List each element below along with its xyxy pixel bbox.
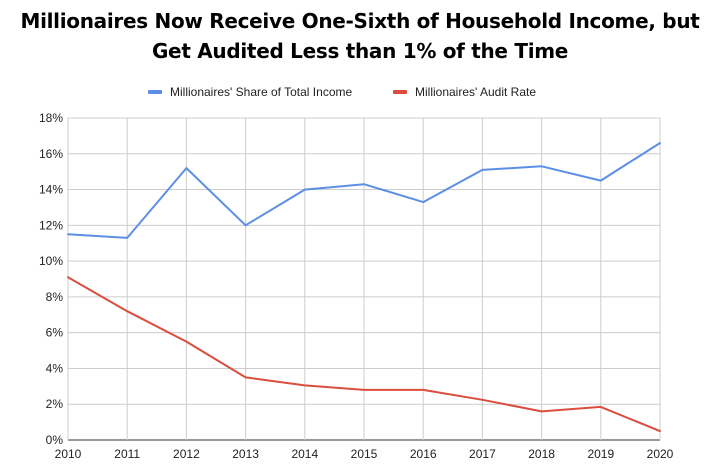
x-tick-label: 2012 (173, 447, 200, 461)
y-tick-label: 0% (46, 433, 64, 447)
x-tick-label: 2016 (410, 447, 437, 461)
y-tick-label: 8% (46, 290, 64, 304)
x-tick-label: 2010 (55, 447, 82, 461)
chart-title: Millionaires Now Receive One-Sixth of Ho… (0, 6, 720, 66)
series-line-1 (67, 142, 661, 239)
y-tick-label: 14% (39, 183, 63, 197)
x-axis-ticks: 2010 2011 2012 2013 2014 2015 2016 2017 2018 2019… (55, 447, 674, 461)
y-tick-label: 12% (39, 218, 63, 232)
x-tick-label: 2013 (232, 447, 259, 461)
y-axis-ticks: 0% 2% 4% 6% 8% 10% 12% 14% 16% 18% (39, 111, 63, 447)
x-tick-label: 2020 (647, 447, 674, 461)
legend-swatch-2 (393, 90, 407, 94)
legend-swatch-1 (148, 90, 162, 94)
y-tick-label: 2% (46, 397, 64, 411)
legend-label-2: Millionaires' Audit Rate (415, 85, 536, 99)
y-tick-label: 16% (39, 147, 63, 161)
x-tick-label: 2018 (528, 447, 555, 461)
y-tick-label: 10% (39, 254, 63, 268)
series-line-2 (67, 276, 661, 433)
x-tick-label: 2015 (351, 447, 378, 461)
chart-title-line-2: Get Audited Less than 1% of the Time (151, 39, 569, 63)
x-tick-label: 2019 (587, 447, 614, 461)
legend: Millionaires' Share of Total Income Milli… (148, 85, 536, 99)
x-tick-label: 2011 (114, 447, 140, 461)
x-tick-label: 2014 (291, 447, 318, 461)
grid (67, 117, 661, 441)
y-tick-label: 18% (39, 111, 63, 125)
y-tick-label: 6% (46, 326, 64, 340)
legend-label-1: Millionaires' Share of Total Income (170, 85, 352, 99)
series-lines (67, 142, 661, 433)
y-tick-label: 4% (46, 361, 64, 375)
x-tick-label: 2017 (469, 447, 496, 461)
chart-title-line-1: Millionaires Now Receive One-Sixth of Ho… (20, 9, 700, 33)
